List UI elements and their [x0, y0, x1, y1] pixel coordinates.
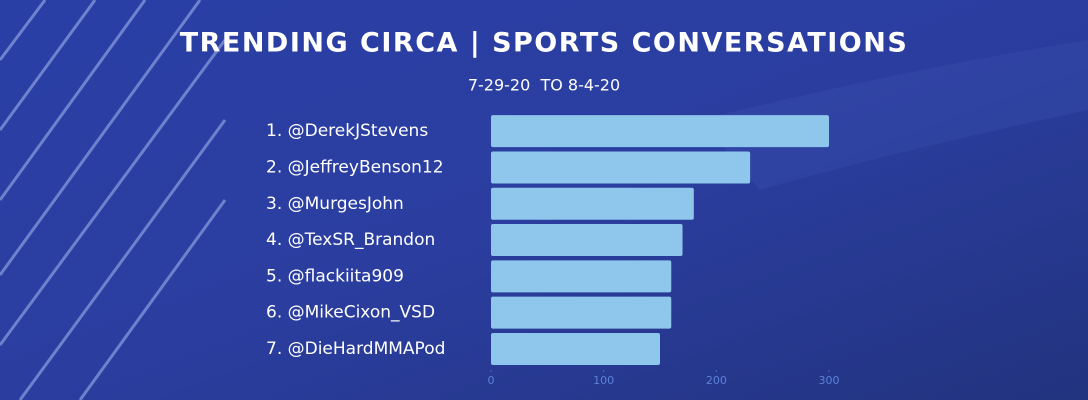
bar	[491, 332, 660, 365]
chart-subtitle: 7-29-20 TO 8-4-20	[468, 76, 620, 95]
bar	[491, 187, 694, 220]
bar	[491, 260, 672, 293]
decor-stripes	[0, 0, 227, 400]
bar	[491, 224, 683, 257]
category-label: 2. @JeffreyBenson12	[266, 157, 444, 177]
category-label: 6. @MikeCixon_VSD	[266, 303, 435, 323]
category-label: 4. @TexSR_Brandon	[266, 230, 435, 250]
x-tick-label: 100	[593, 374, 614, 387]
category-label: 3. @MurgesJohn	[266, 194, 404, 214]
category-label: 1. @DerekJStevens	[266, 121, 428, 141]
category-label: 5. @flackiita909	[266, 266, 404, 286]
bar	[491, 115, 829, 148]
background-light	[700, 40, 1088, 190]
chart-title: TRENDING CIRCA | SPORTS CONVERSATIONS	[180, 28, 909, 59]
x-tick-label: 300	[819, 374, 840, 387]
bar	[491, 296, 672, 329]
category-label: 7. @DieHardMMAPod	[266, 339, 445, 359]
x-tick-label: 0	[488, 374, 495, 387]
x-tick-label: 200	[706, 374, 727, 387]
bar	[491, 151, 751, 184]
